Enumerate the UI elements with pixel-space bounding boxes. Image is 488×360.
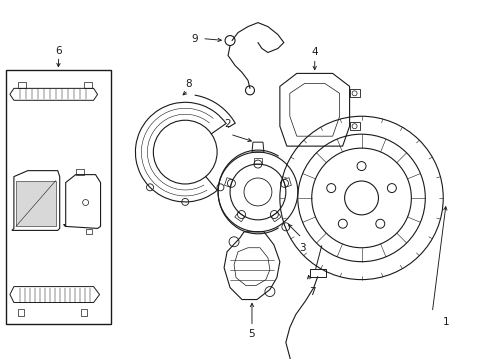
Text: 6: 6 — [55, 45, 62, 55]
Bar — [76, 168, 83, 175]
Bar — [309, 269, 325, 276]
Bar — [83, 82, 91, 88]
Bar — [6, 71, 110, 324]
Text: 9: 9 — [190, 33, 197, 44]
Text: 3: 3 — [299, 243, 305, 253]
Text: 8: 8 — [184, 79, 191, 89]
Bar — [18, 309, 24, 316]
Bar — [18, 82, 26, 88]
Text: 1: 1 — [442, 318, 448, 328]
Text: 5: 5 — [248, 329, 255, 339]
Bar — [85, 229, 91, 234]
Polygon shape — [16, 181, 56, 226]
Text: 7: 7 — [309, 287, 315, 297]
Bar — [81, 309, 86, 316]
Text: 4: 4 — [311, 48, 317, 58]
Text: 2: 2 — [224, 119, 230, 129]
